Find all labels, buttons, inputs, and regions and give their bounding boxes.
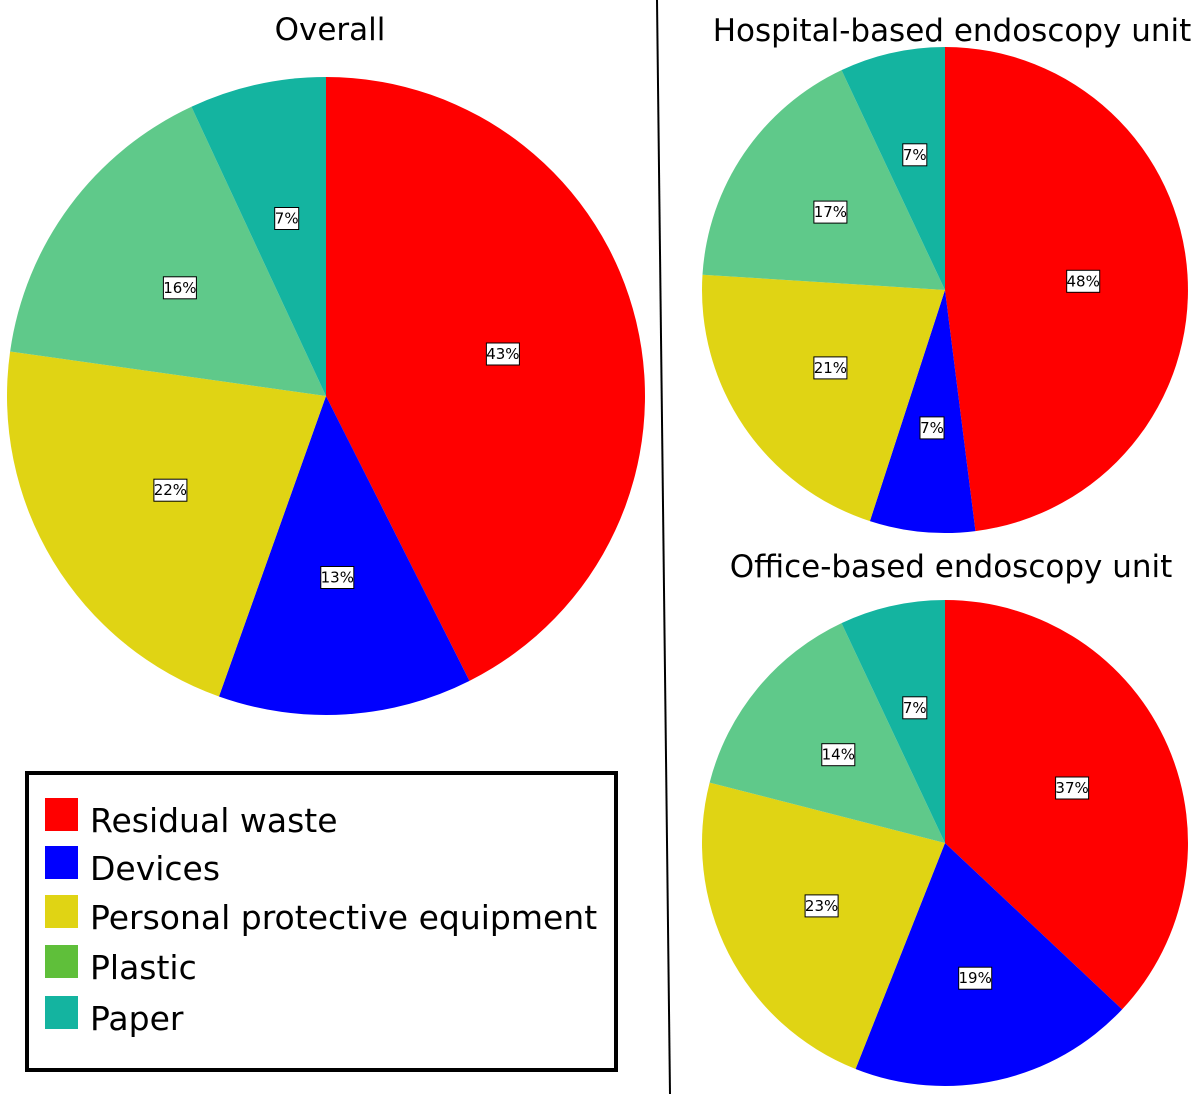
data-label-overall-plastic: 16% — [162, 276, 197, 300]
pie-slice-hospital-based-endoscopy-unit-paper — [841, 47, 945, 290]
legend-swatch-residual-waste — [45, 798, 78, 831]
pie-slice-hospital-based-endoscopy-unit-plastic — [702, 70, 945, 290]
pie-slice-office-based-endoscopy-unit-personal-protective-equipment — [701, 782, 945, 1069]
legend-item-ppe: Personal protective equipment — [45, 895, 597, 937]
legend-label-residual-waste: Residual waste — [90, 801, 338, 840]
data-label-box — [813, 356, 848, 380]
data-label-box — [804, 894, 839, 918]
legend-item-plastic: Plastic — [45, 945, 197, 987]
data-label-text: 23% — [805, 897, 838, 915]
data-label-text: 17% — [814, 203, 847, 221]
data-label-box — [821, 743, 856, 767]
legend-item-paper: Paper — [45, 996, 184, 1038]
data-label-text: 13% — [321, 569, 354, 587]
chart-title-hospital: Hospital-based endoscopy unit — [713, 13, 1192, 49]
data-label-text: 7% — [903, 699, 927, 717]
legend-label-devices: Devices — [90, 849, 220, 888]
legend-swatch-devices — [45, 846, 78, 879]
pie-slice-hospital-based-endoscopy-unit-personal-protective-equipment — [702, 274, 945, 522]
data-label-text: 7% — [920, 419, 944, 437]
pie-slice-overall-plastic — [10, 106, 327, 397]
pie-chart-office: Office-based endoscopy unit 37% 19% 23% 14%… — [701, 549, 1188, 1087]
data-label-text: 22% — [154, 481, 187, 499]
data-label-text: 48% — [1067, 272, 1100, 290]
data-label-overall-residual-waste: 43% — [485, 342, 520, 366]
data-label-box — [320, 566, 355, 589]
pie-slice-hospital-based-endoscopy-unit-devices — [869, 290, 976, 533]
data-label-text: 16% — [163, 279, 196, 297]
data-label-box — [485, 342, 520, 366]
data-label-text: 37% — [1055, 779, 1088, 797]
data-label-overall-paper: 7% — [274, 207, 300, 230]
data-label-text: 21% — [814, 359, 847, 377]
data-label-box — [162, 276, 197, 300]
data-label-box — [1066, 269, 1101, 293]
data-label-office-based-endoscopy-unit-personal-protective-equipment: 23% — [804, 894, 839, 918]
data-label-box — [274, 207, 300, 230]
data-label-office-based-endoscopy-unit-plastic: 14% — [821, 743, 856, 767]
legend-item-devices: Devices — [45, 846, 220, 888]
data-label-office-based-endoscopy-unit-devices: 19% — [958, 966, 993, 990]
data-label-office-based-endoscopy-unit-residual-waste: 37% — [1055, 776, 1090, 800]
data-label-hospital-based-endoscopy-unit-personal-protective-equipment: 21% — [813, 356, 848, 380]
pie-slice-overall-devices — [218, 396, 470, 716]
legend-swatch-plastic — [45, 945, 78, 978]
legend-border — [25, 771, 618, 1072]
pie-slice-office-based-endoscopy-unit-devices — [855, 843, 1123, 1087]
data-label-box — [958, 966, 993, 990]
pie-slice-overall-personal-protective-equipment — [6, 351, 327, 697]
data-label-hospital-based-endoscopy-unit-paper: 7% — [902, 143, 928, 167]
data-label-text: 43% — [486, 345, 519, 363]
pie-chart-overall: Overall 43% 13% 22% 16% 7% — [6, 12, 645, 716]
chart-title-office: Office-based endoscopy unit — [730, 549, 1173, 585]
legend-label-plastic: Plastic — [90, 948, 197, 987]
legend-swatch-paper — [45, 996, 78, 1029]
pie-slice-overall-residual-waste — [326, 77, 645, 681]
panel-divider — [656, 0, 671, 1094]
legend-label-paper: Paper — [90, 999, 184, 1038]
pie-slice-office-based-endoscopy-unit-plastic — [709, 623, 945, 843]
data-label-box — [813, 200, 848, 224]
data-label-overall-personal-protective-equipment: 22% — [153, 478, 188, 502]
legend-item-residual-waste: Residual waste — [45, 798, 338, 840]
data-label-overall-devices: 13% — [320, 566, 355, 589]
pie-slice-office-based-endoscopy-unit-paper — [841, 600, 945, 843]
data-label-text: 7% — [903, 146, 927, 164]
data-label-box — [902, 143, 928, 167]
data-label-box — [902, 696, 928, 720]
data-label-text: 19% — [959, 969, 992, 987]
data-label-box — [153, 478, 188, 502]
data-label-office-based-endoscopy-unit-paper: 7% — [902, 696, 928, 720]
pie-slice-overall-paper — [191, 77, 326, 396]
chart-title-overall: Overall — [275, 12, 386, 48]
legend-swatch-ppe — [45, 895, 78, 928]
data-label-text: 14% — [822, 746, 855, 764]
data-label-box — [1055, 776, 1090, 800]
data-label-hospital-based-endoscopy-unit-devices: 7% — [919, 416, 945, 440]
pie-slice-office-based-endoscopy-unit-residual-waste — [945, 600, 1188, 1010]
data-label-text: 7% — [275, 210, 299, 228]
data-label-box — [919, 416, 945, 440]
legend-label-ppe: Personal protective equipment — [90, 898, 597, 937]
legend: Residual waste Devices Personal protecti… — [25, 771, 618, 1072]
data-label-hospital-based-endoscopy-unit-residual-waste: 48% — [1066, 269, 1101, 293]
data-label-hospital-based-endoscopy-unit-plastic: 17% — [813, 200, 848, 224]
pie-chart-hospital: Hospital-based endoscopy unit 48% 7% 21% 17… — [702, 13, 1191, 533]
